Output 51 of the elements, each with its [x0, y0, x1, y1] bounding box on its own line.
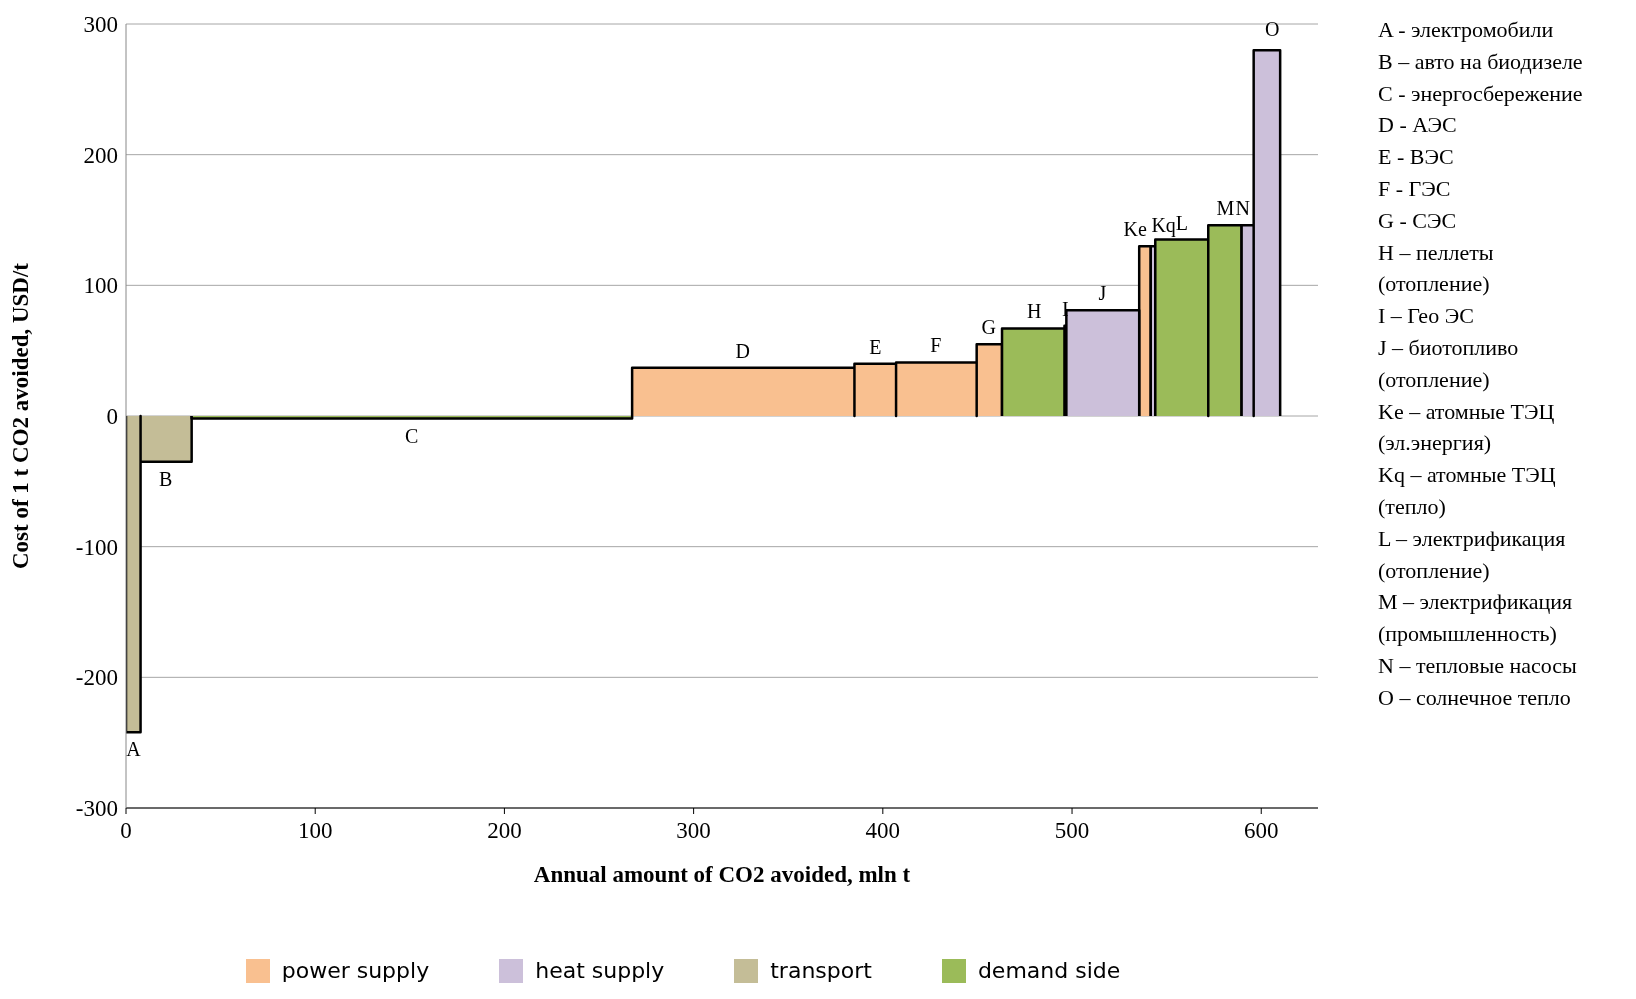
annotation: L: [1175, 211, 1188, 234]
text: J – биотопливо (отопление): [1378, 333, 1520, 394]
text: L – электрификация (отопление): [1378, 524, 1567, 585]
text: M – электрификация (промышленность): [1378, 588, 1574, 649]
x-tick-label: 100: [297, 818, 333, 844]
legend-label: power supply: [281, 958, 430, 983]
annotation: C: [405, 424, 419, 447]
y-tick-label: 0: [106, 404, 118, 430]
annotation: M: [1216, 197, 1235, 220]
legend-label: heat supply: [535, 958, 665, 983]
text: C - энергосбережение: [1378, 79, 1584, 108]
annotation: J: [1098, 282, 1107, 305]
text: G - СЭС: [1378, 206, 1458, 235]
legend-label: transport: [770, 958, 872, 983]
annotation: E: [869, 335, 882, 358]
text: B – авто на биодизеле: [1378, 47, 1584, 76]
annotation: B: [159, 467, 173, 490]
annotation: N: [1235, 197, 1250, 220]
y-tick-label: 300: [83, 12, 118, 38]
x-tick-label: 200: [487, 818, 522, 844]
annotation: G: [981, 316, 997, 339]
x-tick-label: 300: [676, 818, 711, 844]
text: N – тепловые насосы: [1378, 651, 1578, 680]
annotation: I: [1062, 297, 1069, 320]
x-axis-title: Annual amount of CO2 avoided, mln t: [533, 862, 911, 888]
y-tick-label: -100: [75, 534, 118, 560]
text: F - ГЭС: [1378, 175, 1452, 203]
text: Kq – атомные ТЭЦ (тепло): [1378, 461, 1557, 521]
y-tick-label: -200: [75, 665, 118, 691]
annotation: Kq: [1151, 214, 1176, 238]
text: D - АЭС: [1378, 111, 1458, 140]
y-tick-label: 100: [83, 273, 118, 299]
legend-label: demand side: [977, 958, 1121, 983]
y-tick-label: 200: [83, 142, 118, 168]
annotation: F: [930, 334, 942, 357]
text: A - электромобили: [1378, 16, 1555, 44]
text: O – солнечное тепло: [1378, 683, 1572, 712]
annotation: D: [735, 339, 751, 362]
annotation: Ke: [1123, 218, 1147, 241]
text: I – Гео ЭС: [1378, 302, 1475, 331]
text: E - ВЭС: [1378, 143, 1455, 172]
x-tick-label: 600: [1243, 818, 1279, 844]
text: H – пеллеты (отопление): [1378, 238, 1495, 299]
text: Ke – атомные ТЭЦ (эл.энергия): [1378, 397, 1556, 458]
annotation: A: [126, 738, 142, 761]
y-axis-title: Cost of 1 t CO2 avoided, USD/t: [8, 262, 34, 570]
x-tick-label: 500: [1054, 818, 1090, 844]
annotation: O: [1264, 18, 1280, 41]
y-tick-label: -300: [75, 796, 118, 822]
annotation: H: [1026, 300, 1042, 323]
x-tick-label: 400: [865, 818, 901, 844]
